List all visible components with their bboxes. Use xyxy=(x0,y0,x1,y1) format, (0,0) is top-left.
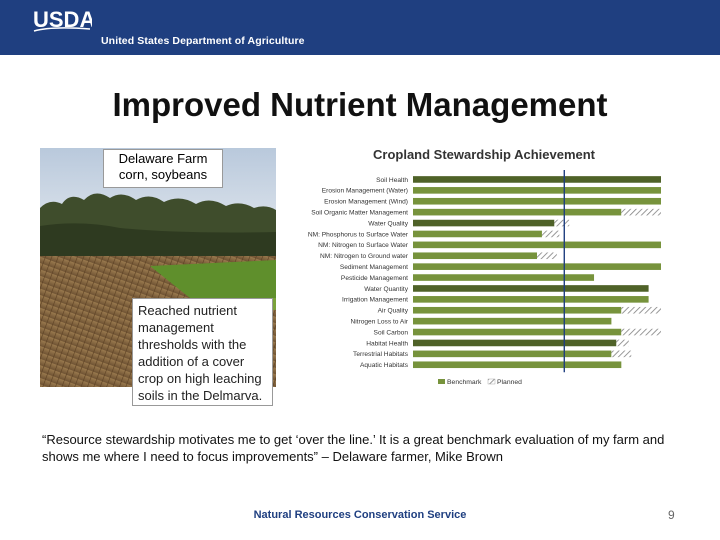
farm-name: Delaware Farm xyxy=(118,151,208,166)
benchmark-bar xyxy=(413,187,661,194)
benchmark-bar xyxy=(413,263,661,270)
footer-agency: Natural Resources Conservation Service xyxy=(253,509,467,521)
stewardship-chart: Soil Health Erosion Management (Water) Ero… xyxy=(292,168,672,401)
planned-bar xyxy=(611,350,632,358)
category-label: Terrestrial Habitats xyxy=(353,351,409,358)
header-banner: USDA United States Department of Agricul… xyxy=(0,0,720,55)
benchmark-bar xyxy=(413,230,542,238)
category-label: Water Quantity xyxy=(364,286,408,293)
category-label: NM: Nitrogen to Surface Water xyxy=(318,242,409,249)
category-label: Soil Organic Matter Management xyxy=(311,209,408,216)
slide-title: Improved Nutrient Management xyxy=(112,86,608,123)
benchmark-bar xyxy=(413,317,612,325)
planned-bar xyxy=(616,339,629,347)
category-label: Soil Carbon xyxy=(374,329,409,336)
category-label: Habitat Health xyxy=(366,340,408,347)
legend-planned-label: Planned xyxy=(497,379,522,386)
category-label: Water Quality xyxy=(368,220,408,227)
benchmark-bar xyxy=(413,241,661,249)
benchmark-bar xyxy=(413,350,612,358)
category-label: NM: Nitrogen to Ground water xyxy=(320,253,409,260)
farm-label: Delaware Farm corn, soybeans xyxy=(103,149,223,188)
farmer-quote: “Resource stewardship motivates me to ge… xyxy=(42,432,665,464)
planned-bar xyxy=(537,252,557,260)
planned-bar xyxy=(621,208,661,216)
benchmark-bar xyxy=(413,252,537,260)
benchmark-bar xyxy=(413,339,617,347)
planned-bar xyxy=(621,328,661,336)
category-label: Pesticide Management xyxy=(341,275,408,282)
benchmark-bar xyxy=(413,328,622,336)
benchmark-bar xyxy=(413,197,661,205)
agency-name: United States Department of Agriculture xyxy=(101,35,305,47)
benchmark-bar xyxy=(413,219,555,227)
category-label: Erosion Management (Water) xyxy=(322,188,408,195)
benchmark-bar xyxy=(413,274,595,281)
usda-logo: USDA xyxy=(32,7,95,38)
benchmark-bar xyxy=(413,306,622,314)
page-number: 9 xyxy=(668,508,675,522)
category-label: Erosion Management (Wind) xyxy=(324,199,408,206)
stewardship-chart-svg: Soil Health Erosion Management (Water) Ero… xyxy=(308,170,661,386)
planned-bar xyxy=(554,219,570,227)
category-label: Nitrogen Loss to Air xyxy=(350,318,408,325)
legend-planned-swatch xyxy=(487,378,496,385)
farm-crops: corn, soybeans xyxy=(118,167,208,182)
benchmark-bar xyxy=(413,176,661,183)
benchmark-bar xyxy=(413,208,622,216)
planned-bar xyxy=(621,306,661,314)
category-label: Aquatic Habitats xyxy=(360,362,409,369)
category-label: Irrigation Management xyxy=(342,297,408,304)
planned-bar xyxy=(541,230,560,238)
category-label: Sediment Management xyxy=(340,264,408,271)
legend-benchmark-label: Benchmark xyxy=(447,379,482,386)
category-label: Soil Health xyxy=(376,177,408,184)
nutrient-note: Reached nutrient management thresholds w… xyxy=(132,298,273,406)
category-label: NM: Phosphorus to Surface Water xyxy=(308,231,409,238)
chart-title: Cropland Stewardship Achievement xyxy=(373,147,596,162)
legend-benchmark-swatch xyxy=(438,379,445,384)
benchmark-bar xyxy=(413,361,622,369)
category-label: Air Quality xyxy=(378,308,409,315)
benchmark-bar xyxy=(413,285,649,292)
benchmark-bar xyxy=(413,296,649,303)
